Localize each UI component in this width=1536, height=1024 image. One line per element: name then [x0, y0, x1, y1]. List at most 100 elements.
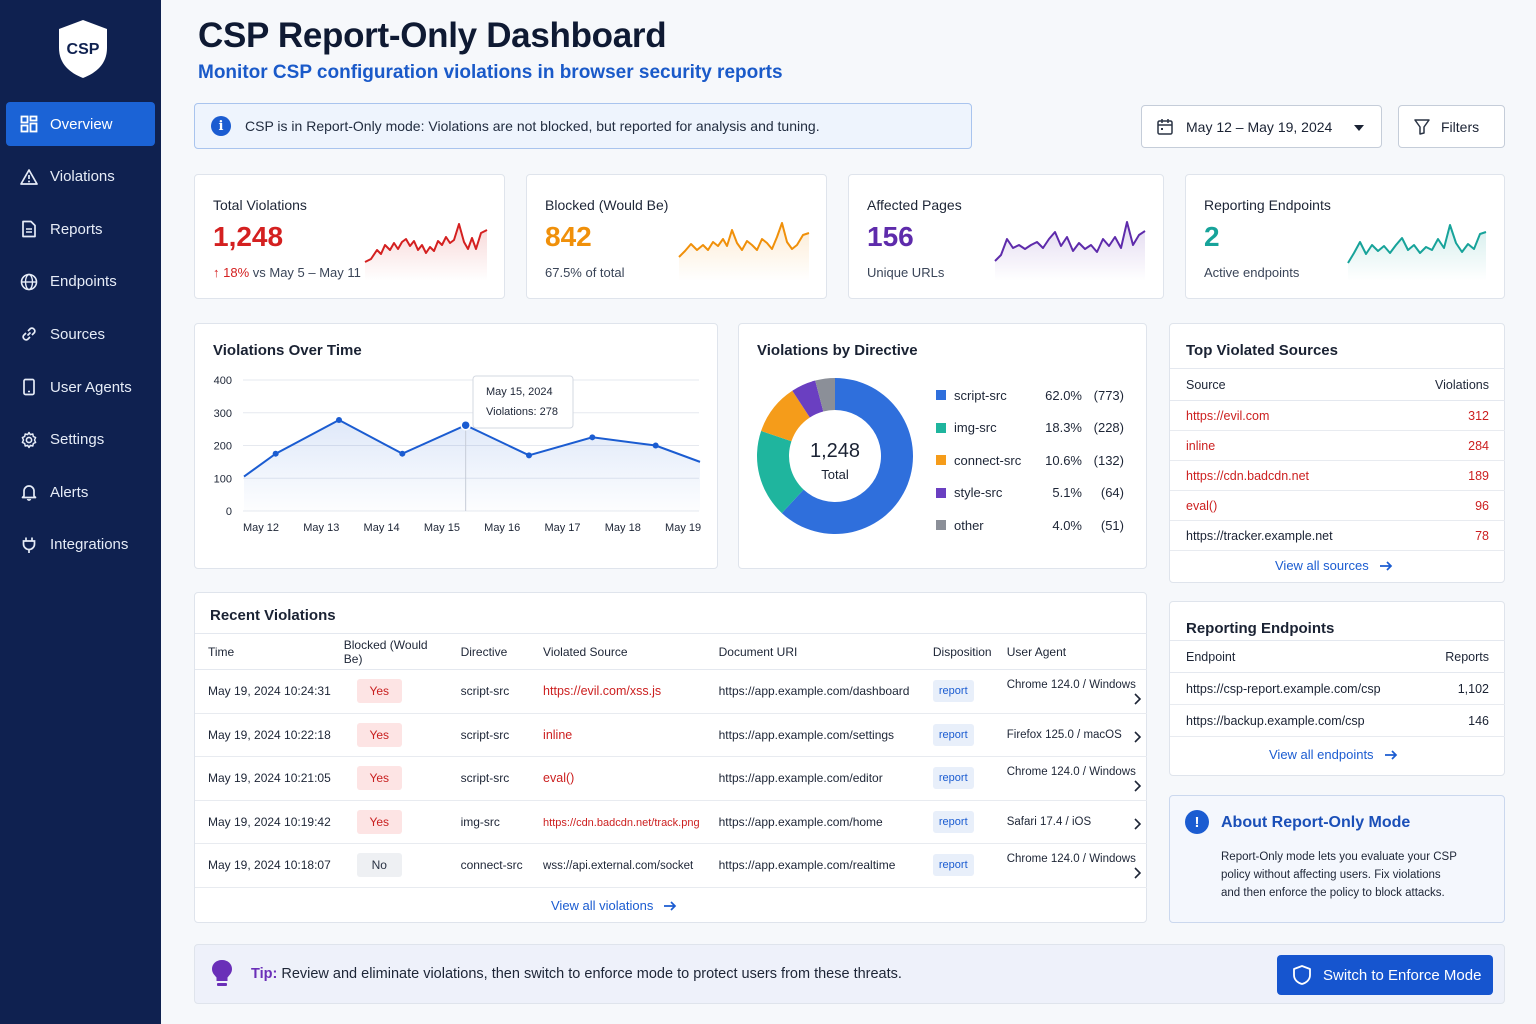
phone-icon [23, 378, 35, 396]
slice-other[interactable] [815, 378, 835, 412]
kpi-label: Reporting Endpoints [1204, 197, 1331, 213]
sidebar-item-endpoints[interactable]: Endpoints [6, 260, 155, 304]
plug-icon [22, 537, 36, 553]
kpi-delta-value: ↑ 18% [213, 265, 250, 280]
chevron-right-icon[interactable] [1133, 731, 1141, 743]
y-tick-label: 400 [214, 375, 232, 387]
blocked-badge: Yes [356, 766, 402, 791]
about-title: About Report-Only Mode [1221, 814, 1411, 831]
sidebar-item-settings[interactable]: Settings [6, 418, 155, 462]
table-row[interactable]: May 19, 2024 10:21:05 Yes script-src eval()… [195, 756, 1147, 801]
cell-disposition: report [919, 669, 994, 714]
blocked-badge: Yes [356, 679, 402, 704]
legend-item: other 4.0% (51) [936, 516, 1124, 534]
data-point[interactable] [589, 434, 596, 441]
chevron-right-icon[interactable] [1133, 818, 1141, 830]
table-row[interactable]: https://backup.example.com/csp 146 [1170, 704, 1505, 737]
x-tick-label: May 17 [544, 522, 580, 534]
slice-img-src[interactable] [757, 430, 804, 514]
view-all-violations-link[interactable]: View all violations [551, 898, 677, 913]
legend-count: (773) [1093, 387, 1124, 403]
sidebar-item-alerts[interactable]: Alerts [6, 470, 155, 514]
sidebar-item-overview[interactable]: Overview [6, 102, 155, 146]
column-header: Time [195, 633, 331, 670]
card-title: Violations by Directive [757, 342, 918, 359]
sidebar-item-user-agents[interactable]: User Agents [6, 365, 155, 409]
cell-directive: script-src [447, 669, 531, 714]
tip-text: Review and eliminate violations, then sw… [281, 966, 902, 982]
chevron-right-icon[interactable] [1133, 867, 1141, 879]
disposition-badge: report [932, 810, 974, 833]
cell-source: eval() [530, 756, 706, 801]
chevron-right-icon[interactable] [1133, 693, 1141, 705]
legend-percent: 4.0% [1052, 517, 1082, 533]
table-row[interactable]: May 19, 2024 10:24:31 Yes script-src https:… [195, 669, 1147, 714]
card-title: Recent Violations [210, 607, 336, 624]
arrow-right-icon [1379, 560, 1392, 571]
x-tick-label: May 14 [364, 522, 400, 534]
blocked-badge: No [356, 853, 402, 878]
column-header: Blocked (Would Be) [330, 633, 448, 670]
data-point[interactable] [460, 419, 471, 431]
view-all-endpoints-link[interactable]: View all endpoints [1269, 747, 1398, 762]
table-row[interactable]: inline 284 [1170, 430, 1505, 461]
cell-agent: Safari 17.4 / iOS [993, 800, 1147, 844]
data-point[interactable] [272, 450, 279, 457]
sparkline-total [364, 223, 488, 281]
table-row[interactable]: May 19, 2024 10:22:18 Yes script-src inline… [195, 713, 1147, 757]
data-point[interactable] [399, 450, 406, 457]
sidebar-item-label: Endpoints [50, 273, 117, 291]
filters-button[interactable]: Filters [1398, 105, 1505, 148]
chevron-right-icon[interactable] [1133, 780, 1141, 792]
cell-directive: script-src [447, 756, 531, 801]
sidebar-item-sources[interactable]: Sources [6, 312, 155, 356]
donut-center-label: Total [821, 467, 849, 482]
info-icon: i [211, 116, 231, 136]
kpi-value: 2 [1204, 221, 1220, 252]
about-line: policy without affecting users. Fix viol… [1221, 869, 1441, 881]
switch-to-enforce-button[interactable]: Switch to Enforce Mode [1277, 955, 1493, 995]
table-row[interactable]: May 19, 2024 10:19:42 Yes img-src https://c… [195, 800, 1147, 844]
disposition-badge: report [932, 767, 974, 790]
date-range-picker[interactable]: May 12 – May 19, 2024 [1141, 105, 1382, 148]
data-point[interactable] [652, 442, 659, 449]
view-all-sources-link[interactable]: View all sources [1275, 558, 1393, 573]
table-row[interactable]: https://tracker.example.net 78 [1170, 520, 1505, 551]
table-row[interactable]: https://evil.com 312 [1170, 400, 1505, 431]
table-row[interactable]: May 19, 2024 10:18:07 No connect-src wss://… [195, 843, 1147, 888]
endpoint-url: https://backup.example.com/csp [1170, 704, 1417, 737]
cell-blocked: Yes [330, 800, 448, 844]
legend-percent: 62.0% [1045, 387, 1082, 403]
violated-source: wss://api.external.com/socket [543, 860, 694, 873]
sidebar-item-reports[interactable]: Reports [6, 207, 155, 251]
x-tick-label: May 16 [484, 522, 520, 534]
tooltip-value: Violations: 278 [486, 406, 558, 418]
view-all-sources-label: View all sources [1275, 558, 1369, 573]
column-header: Document URI [705, 633, 920, 670]
legend-name: img-src [954, 420, 997, 435]
recent-violations-card: Recent Violations Time Blocked (Would Be)… [194, 592, 1147, 923]
kpi-sub: Unique URLs [867, 265, 945, 280]
grid-icon [20, 115, 38, 133]
page-title: CSP Report-Only Dashboard [198, 16, 667, 55]
table-row[interactable]: https://csp-report.example.com/csp 1,102 [1170, 672, 1505, 705]
slice-style-src[interactable] [792, 380, 824, 418]
legend-item: style-src 5.1% (64) [936, 484, 1124, 502]
violated-source: inline [543, 727, 573, 742]
slice-connect-src[interactable] [761, 390, 810, 442]
arrow-right-icon [664, 900, 677, 911]
sparkline-blocked [678, 222, 810, 281]
table-row[interactable]: eval() 96 [1170, 490, 1505, 521]
legend-name: style-src [954, 485, 1003, 500]
kpi-label: Total Violations [213, 197, 307, 213]
csp-shield-logo: CSP [59, 20, 107, 78]
cell-blocked: Yes [330, 669, 448, 714]
sidebar-item-violations[interactable]: Violations [6, 155, 155, 199]
slice-script-src[interactable] [781, 378, 913, 534]
cell-agent: Chrome 124.0 / Windows [993, 756, 1147, 801]
table-row[interactable]: https://cdn.badcdn.net 189 [1170, 460, 1505, 491]
data-point[interactable] [526, 452, 532, 459]
legend-name: script-src [954, 387, 1007, 403]
sidebar-item-integrations[interactable]: Integrations [6, 523, 155, 567]
data-point[interactable] [336, 416, 342, 423]
